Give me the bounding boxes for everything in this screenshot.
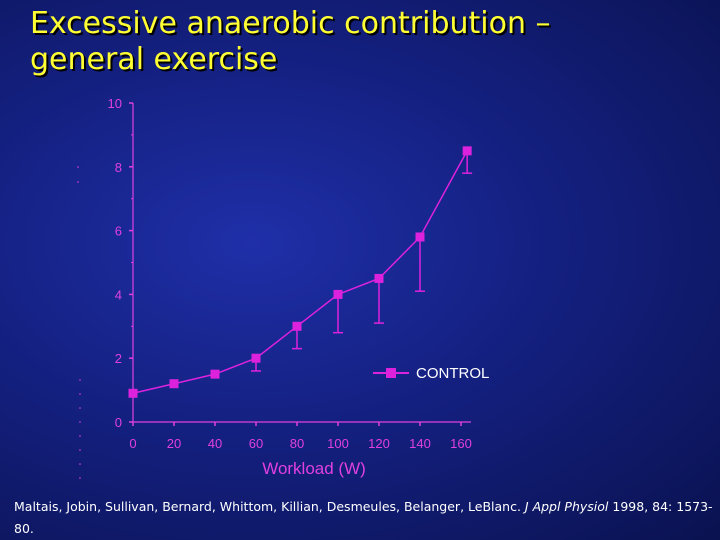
axis-residue-dot (79, 449, 81, 451)
y-tick-label: 10 (108, 96, 122, 111)
y-tick-label: 8 (115, 160, 122, 175)
data-point (128, 388, 138, 398)
legend-marker (386, 368, 396, 378)
y-tick-label: 6 (115, 224, 122, 239)
data-point (251, 353, 261, 363)
x-tick-label: 0 (129, 436, 136, 451)
axis-residue-dot (79, 463, 81, 465)
data-point (374, 273, 384, 283)
axis-residue-dot (79, 477, 81, 479)
axis-residue-dot (79, 379, 81, 381)
x-tick-label: 60 (249, 436, 263, 451)
series-line-control (132, 150, 468, 395)
slide-title-line-1: Excessive anaerobic contribution – (30, 6, 551, 41)
citation-authors: Maltais, Jobin, Sullivan, Bernard, Whitt… (14, 499, 521, 514)
axis-residue-dot (77, 181, 79, 183)
citation-journal: J Appl Physiol (524, 499, 609, 514)
axis-residue-dot (77, 166, 79, 168)
axis-residue-dot (79, 421, 81, 423)
y-tick-label: 2 (115, 351, 122, 366)
x-tick-label: 100 (327, 436, 349, 451)
data-point (169, 379, 179, 389)
citation-details: 1998, 84: 1573-80. (14, 499, 713, 536)
y-tick-label: 0 (115, 415, 122, 430)
data-point (292, 321, 302, 331)
y-tick-label: 4 (115, 287, 122, 302)
x-tick-label: 120 (368, 436, 390, 451)
data-point (210, 369, 220, 379)
axis-residue-dot (79, 393, 81, 395)
x-axis-title: Workload (W) (262, 459, 366, 478)
axis-residue-dot (79, 407, 81, 409)
x-tick-label: 140 (409, 436, 431, 451)
x-tick-label: 160 (450, 436, 472, 451)
citation: Maltais, Jobin, Sullivan, Bernard, Whitt… (14, 496, 714, 540)
x-tick-label: 20 (167, 436, 181, 451)
slide-title-line-2: general exercise (30, 42, 278, 77)
axis-decorations (77, 166, 81, 479)
chart-legend: CONTROL (373, 365, 489, 382)
x-tick-label: 80 (290, 436, 304, 451)
data-point (415, 232, 425, 242)
data-point (333, 289, 343, 299)
chart-series (128, 146, 473, 398)
x-tick-label: 40 (208, 436, 222, 451)
slide-title: Excessive anaerobic contribution – gener… (30, 6, 630, 78)
data-point (462, 146, 472, 156)
axis-residue-dot (79, 435, 81, 437)
legend-label: CONTROL (416, 365, 489, 382)
